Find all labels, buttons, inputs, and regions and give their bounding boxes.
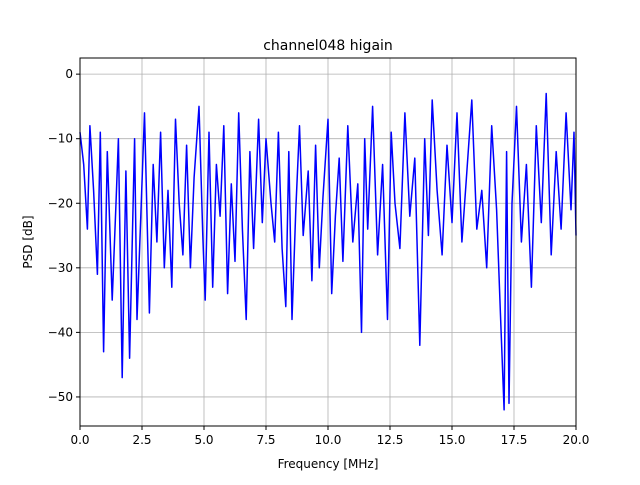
x-tick-label: 2.5	[132, 433, 151, 447]
x-tick-label: 20.0	[563, 433, 590, 447]
series-layer	[79, 92, 577, 411]
y-tick-label: −50	[48, 390, 73, 404]
chart-title: channel048 higain	[263, 38, 393, 54]
x-axis-ticks: 0.0 2.5 5.0 7.5 10.0 12.5 15.0 17.5 20.0	[70, 426, 589, 447]
y-axis-label: PSD [dB]	[21, 215, 35, 268]
y-axis-ticks: 0 −10 −20 −30 −40 −50	[48, 67, 80, 404]
x-tick-label: 0.0	[70, 433, 89, 447]
y-tick-label: −20	[48, 196, 73, 210]
x-tick-label: 5.0	[194, 433, 213, 447]
y-tick-label: −10	[48, 132, 73, 146]
x-tick-label: 17.5	[501, 433, 528, 447]
x-axis-label: Frequency [MHz]	[278, 457, 379, 471]
x-tick-label: 10.0	[315, 433, 342, 447]
x-tick-label: 15.0	[439, 433, 466, 447]
y-tick-label: −30	[48, 261, 73, 275]
y-tick-label: 0	[65, 67, 73, 81]
x-tick-label: 12.5	[377, 433, 404, 447]
y-tick-label: −40	[48, 325, 73, 339]
psd-series-line	[79, 92, 577, 411]
x-tick-label: 7.5	[256, 433, 275, 447]
